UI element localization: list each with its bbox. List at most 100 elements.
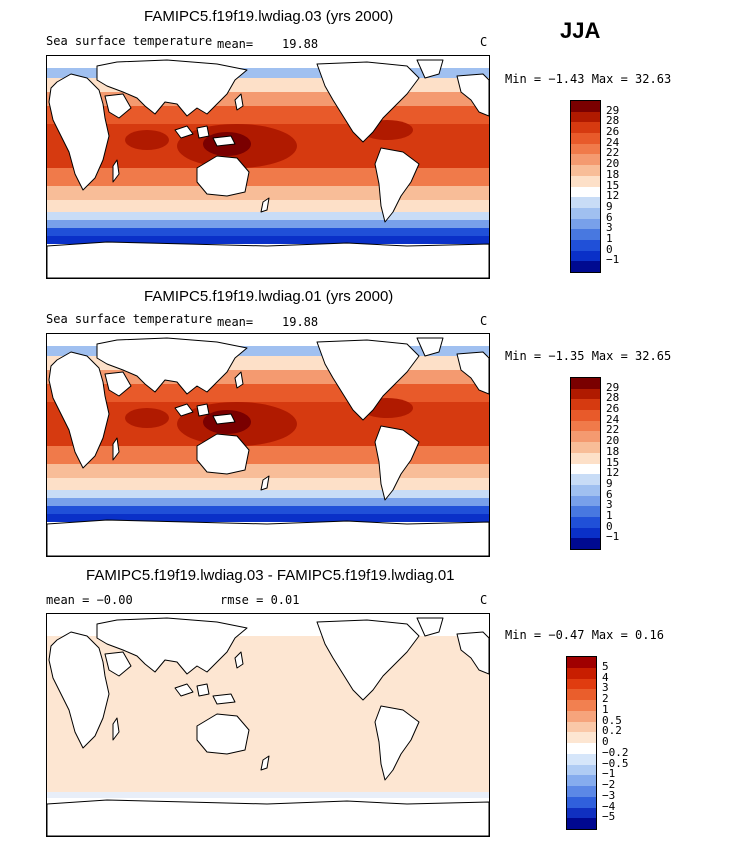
- panel3-colorbar-swatch: [567, 818, 596, 829]
- panel3-colorbar-label: 0: [602, 735, 609, 748]
- panel1-colorbar-label: 6: [606, 210, 613, 224]
- panel2-colorbar-label: 29: [606, 380, 620, 394]
- panel2-minmax: Min = −1.35 Max = 32.65: [505, 349, 672, 363]
- panel2-colorbar-label: 24: [606, 412, 620, 426]
- panel1-colorbar-swatch: [571, 186, 600, 198]
- panel3-colorbar-label: 3: [602, 681, 609, 695]
- panel1-colorbar-label: 3: [606, 221, 613, 235]
- panel1-colorbar-label: 15: [606, 178, 620, 192]
- panel1-colorbar-swatch: [571, 218, 600, 230]
- panel1-colorbar-label: 12: [606, 189, 620, 203]
- panel2-colorbar-label: 0: [606, 519, 613, 533]
- panel3-colorbar-swatch: [567, 786, 596, 797]
- panel2-colorbar-label: 15: [606, 455, 620, 469]
- panel1-colorbar-label: 28: [606, 114, 620, 128]
- panel2-mean-label: mean=: [217, 315, 254, 329]
- panel3-colorbar-swatch: [567, 753, 596, 765]
- panel2-colorbar-swatch: [571, 431, 600, 443]
- panel1-colorbar-label: −1: [606, 253, 620, 267]
- panel2-colorbar-swatch: [571, 410, 600, 421]
- panel1-units: C: [480, 35, 488, 49]
- panel3-colorbar-swatch: [567, 667, 596, 679]
- panel2-colorbar-label: 28: [606, 391, 620, 405]
- panel3-colorbar-label: 0.5: [602, 713, 622, 727]
- panel3-title: FAMIPC5.f19f19.lwdiag.03 - FAMIPC5.f19f1…: [86, 567, 455, 584]
- panel1-colorbar-label: 9: [606, 199, 613, 213]
- panel2-variable: Sea surface temperature: [46, 312, 213, 326]
- panel1-colorbar-swatch: [571, 261, 600, 272]
- panel1-colorbar-label: 18: [606, 167, 620, 181]
- panel2-colorbar-swatch: [571, 420, 600, 432]
- panel2-colorbar-label: −1: [606, 530, 620, 544]
- panel1-colorbar-swatch: [571, 111, 600, 123]
- panel1-colorbar: [570, 100, 601, 273]
- panel3-colorbar-label: 4: [602, 670, 609, 684]
- panel1-colorbar-label: 20: [606, 157, 620, 171]
- panel1-colorbar-swatch: [571, 197, 600, 208]
- panel1-map: [46, 55, 490, 279]
- panel1-colorbar-label: 1: [606, 231, 613, 245]
- panel3-map: [46, 613, 490, 837]
- panel1-colorbar-swatch: [571, 165, 600, 176]
- panel3-colorbar-label: −1: [602, 767, 616, 781]
- panel1-colorbar-label: 24: [606, 135, 620, 149]
- panel3-colorbar-swatch: [567, 689, 596, 700]
- panel2-colorbar-label: 20: [606, 434, 620, 448]
- panel3-colorbar-label: 1: [602, 702, 609, 716]
- panel1-colorbar-swatch: [571, 207, 600, 219]
- panel1-variable: Sea surface temperature: [46, 34, 213, 48]
- panel2-colorbar-label: 12: [606, 466, 620, 480]
- panel1-title: FAMIPC5.f19f19.lwdiag.03 (yrs 2000): [144, 8, 394, 25]
- panel2-colorbar-swatch: [571, 495, 600, 507]
- panel3-rmse: rmse = 0.01: [220, 593, 300, 607]
- panel1-minmax: Min = −1.43 Max = 32.63: [505, 72, 672, 86]
- panel3-colorbar-swatch: [567, 678, 596, 690]
- panel2-colorbar-swatch: [571, 399, 600, 411]
- panel2-colorbar-swatch: [571, 538, 600, 549]
- panel3-units: C: [480, 593, 488, 607]
- panel2-colorbar-swatch: [571, 474, 600, 485]
- panel3-colorbar: [566, 656, 597, 830]
- panel3-mean: mean = −0.00: [46, 593, 133, 607]
- panel3-colorbar-swatch: [567, 710, 596, 722]
- panel2-colorbar-label: 18: [606, 444, 620, 458]
- panel3-colorbar-swatch: [567, 657, 596, 668]
- panel1-colorbar-label: 29: [606, 103, 620, 117]
- panel1-colorbar-label: 22: [606, 146, 620, 160]
- panel3-colorbar-label: −4: [602, 799, 616, 813]
- panel3-colorbar-swatch: [567, 764, 596, 776]
- panel1-mean-label: mean=: [217, 37, 254, 51]
- panel2-colorbar-label: 6: [606, 487, 613, 501]
- panel2-colorbar-label: 3: [606, 498, 613, 512]
- panel2-colorbar-label: 22: [606, 423, 620, 437]
- panel2-colorbar: [570, 377, 601, 550]
- panel1-colorbar-swatch: [571, 143, 600, 155]
- panel3-colorbar-label: 0.2: [602, 724, 622, 738]
- panel1-colorbar-label: 0: [606, 242, 613, 256]
- panel1-colorbar-swatch: [571, 229, 600, 240]
- panel2-units: C: [480, 314, 488, 328]
- panel3-colorbar-swatch: [567, 721, 596, 733]
- panel2-colorbar-swatch: [571, 378, 600, 389]
- panel1-colorbar-swatch: [571, 122, 600, 134]
- panel1-mean-value: 19.88: [282, 37, 319, 51]
- panel3-colorbar-swatch: [567, 732, 596, 743]
- panel2-colorbar-swatch: [571, 442, 600, 453]
- panel2-title: FAMIPC5.f19f19.lwdiag.01 (yrs 2000): [144, 288, 394, 305]
- panel3-colorbar-label: 5: [602, 659, 609, 673]
- panel2-colorbar-label: 1: [606, 508, 613, 522]
- panel1-colorbar-swatch: [571, 133, 600, 144]
- panel2-colorbar-swatch: [571, 484, 600, 496]
- panel3-colorbar-swatch: [567, 796, 596, 808]
- panel1-colorbar-label: 26: [606, 125, 620, 139]
- panel1-colorbar-swatch: [571, 250, 600, 262]
- panel3-colorbar-swatch: [567, 807, 596, 819]
- panel2-mean-value: 19.88: [282, 315, 319, 329]
- panel3-colorbar-label: 2: [602, 692, 609, 705]
- panel2-colorbar-swatch: [571, 452, 600, 464]
- panel2-colorbar-label: 9: [606, 476, 613, 490]
- panel1-colorbar-swatch: [571, 154, 600, 166]
- panel2-colorbar-swatch: [571, 463, 600, 475]
- panel3-colorbar-swatch: [567, 775, 596, 786]
- panel2-colorbar-swatch: [571, 388, 600, 400]
